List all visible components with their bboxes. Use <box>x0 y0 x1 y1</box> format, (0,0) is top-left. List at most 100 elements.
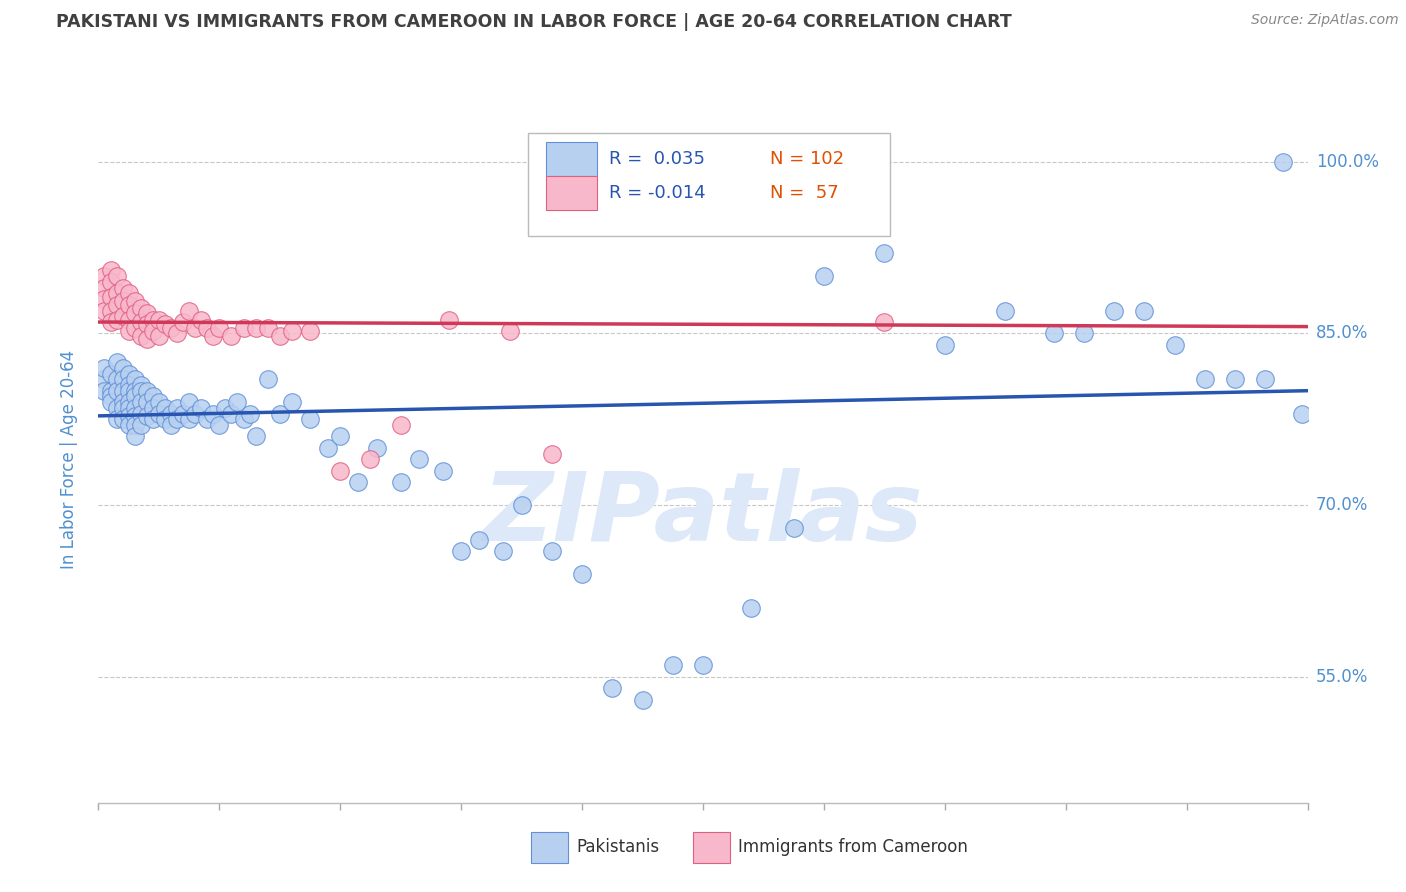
Point <box>111 310 134 324</box>
Point <box>153 318 176 332</box>
Text: R = -0.014: R = -0.014 <box>609 184 706 202</box>
Point <box>142 401 165 415</box>
Point <box>1272 154 1295 169</box>
Point <box>124 372 146 386</box>
Point <box>208 320 231 334</box>
FancyBboxPatch shape <box>527 133 890 236</box>
Point <box>245 429 267 443</box>
Point <box>498 324 520 338</box>
Point <box>360 452 382 467</box>
Point <box>540 447 562 461</box>
Point <box>153 401 176 415</box>
Point <box>105 372 128 386</box>
Point <box>1291 407 1313 421</box>
Point <box>111 281 134 295</box>
Point <box>740 601 762 615</box>
Point <box>1102 303 1125 318</box>
Point <box>111 360 134 375</box>
Point <box>124 294 146 309</box>
Text: Immigrants from Cameroon: Immigrants from Cameroon <box>738 838 967 856</box>
Point <box>118 298 141 312</box>
Point <box>408 452 430 467</box>
Point <box>105 384 128 398</box>
Point <box>269 407 291 421</box>
Point <box>160 320 183 334</box>
Point <box>129 417 152 433</box>
Point <box>124 306 146 320</box>
Point <box>934 338 956 352</box>
Point <box>450 544 472 558</box>
Point <box>105 412 128 426</box>
Point <box>1133 303 1156 318</box>
Text: 85.0%: 85.0% <box>1316 325 1368 343</box>
Point <box>166 326 188 341</box>
Point <box>202 407 225 421</box>
Point <box>184 407 207 421</box>
Text: 70.0%: 70.0% <box>1316 496 1368 514</box>
Point <box>118 324 141 338</box>
Point <box>142 389 165 403</box>
Point <box>100 290 122 304</box>
Point <box>184 320 207 334</box>
Point <box>105 286 128 301</box>
Point <box>195 412 218 426</box>
Point <box>124 389 146 403</box>
Point <box>135 332 157 346</box>
Point <box>148 395 170 409</box>
Point <box>100 367 122 381</box>
Point <box>124 417 146 433</box>
Point <box>437 312 460 326</box>
Point <box>208 417 231 433</box>
Point <box>389 475 412 490</box>
Point <box>366 441 388 455</box>
Point <box>1254 372 1277 386</box>
Text: Pakistanis: Pakistanis <box>576 838 659 856</box>
Point <box>782 521 804 535</box>
Point <box>571 566 593 581</box>
Point <box>214 401 236 415</box>
Point <box>166 412 188 426</box>
Point <box>692 658 714 673</box>
Point <box>129 407 152 421</box>
Text: N =  57: N = 57 <box>769 184 838 202</box>
Point <box>118 417 141 433</box>
Point <box>177 395 201 409</box>
Point <box>93 372 115 386</box>
Text: PAKISTANI VS IMMIGRANTS FROM CAMEROON IN LABOR FORCE | AGE 20-64 CORRELATION CHA: PAKISTANI VS IMMIGRANTS FROM CAMEROON IN… <box>56 13 1012 31</box>
Y-axis label: In Labor Force | Age 20-64: In Labor Force | Age 20-64 <box>59 350 77 569</box>
Point <box>256 320 278 334</box>
Point <box>994 303 1017 318</box>
Point <box>269 328 291 343</box>
Point <box>1194 372 1216 386</box>
Point <box>100 389 122 403</box>
Point <box>135 384 157 398</box>
Point <box>329 464 352 478</box>
Point <box>190 401 212 415</box>
Point <box>468 533 491 547</box>
Point <box>160 417 183 433</box>
Point <box>256 372 278 386</box>
Point <box>281 395 304 409</box>
Point <box>129 384 152 398</box>
Point <box>93 303 115 318</box>
Point <box>177 303 201 318</box>
Point <box>148 312 170 326</box>
Point <box>100 384 122 398</box>
Point <box>93 269 115 284</box>
Point <box>389 417 412 433</box>
Point <box>299 324 322 338</box>
Point <box>177 412 201 426</box>
Point <box>661 658 683 673</box>
Point <box>124 384 146 398</box>
Point <box>172 407 194 421</box>
Point <box>111 384 134 398</box>
Text: Source: ZipAtlas.com: Source: ZipAtlas.com <box>1251 13 1399 28</box>
Point <box>129 328 152 343</box>
Point <box>93 360 115 375</box>
Point <box>226 395 249 409</box>
Point <box>239 407 262 421</box>
Point <box>873 246 896 260</box>
Point <box>195 320 218 334</box>
Text: R =  0.035: R = 0.035 <box>609 150 704 169</box>
Point <box>1163 338 1185 352</box>
